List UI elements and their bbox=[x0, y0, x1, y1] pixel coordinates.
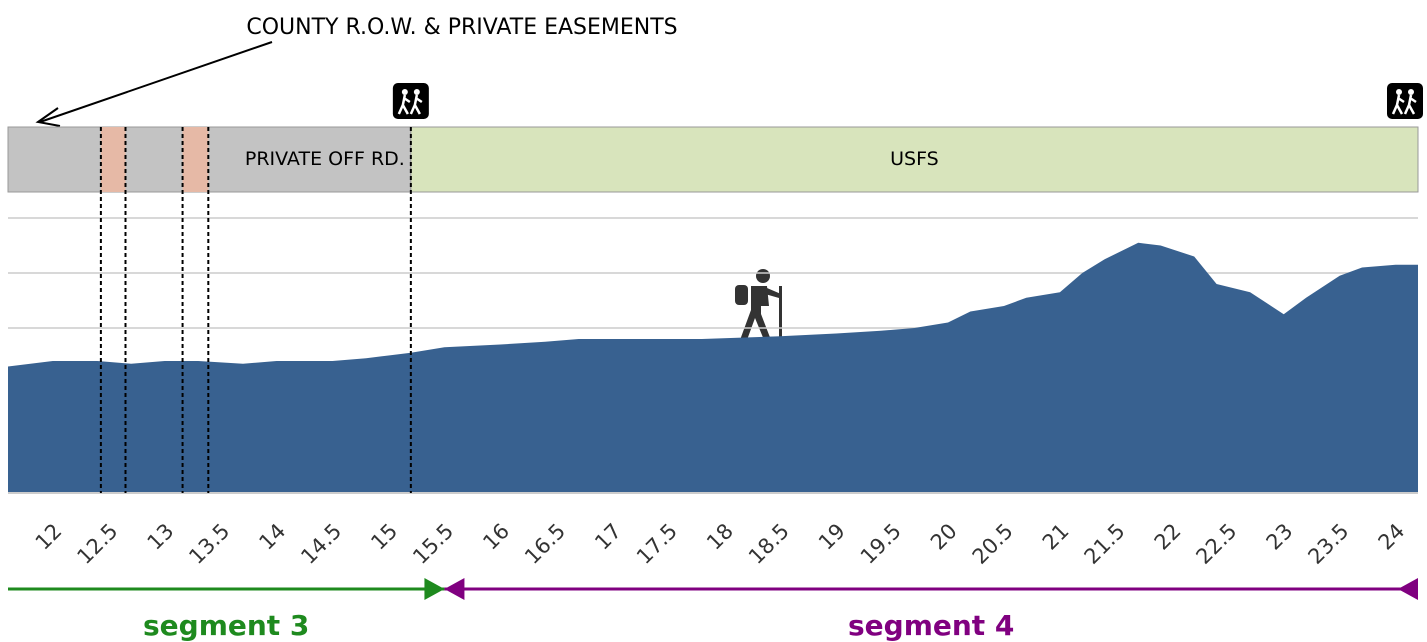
icon-bg bbox=[390, 81, 431, 121]
icon-bg bbox=[1385, 81, 1425, 121]
icon-body bbox=[397, 94, 411, 115]
segment-arrow bbox=[424, 578, 445, 600]
ownership-band bbox=[410, 126, 1419, 193]
x-tick-label: 23.5 bbox=[1303, 519, 1353, 569]
icon-head bbox=[401, 89, 408, 95]
annotation-arrow bbox=[39, 41, 273, 123]
trailhead-icon bbox=[1385, 81, 1425, 121]
x-tick-label: 21 bbox=[1038, 519, 1074, 555]
x-tick-label: 13 bbox=[143, 519, 179, 555]
x-tick-label: 15.5 bbox=[408, 519, 458, 569]
icon-head bbox=[1396, 89, 1402, 95]
segment-label: segment 4 bbox=[848, 609, 1014, 642]
x-tick-label: 14.5 bbox=[296, 519, 346, 569]
x-tick-label: 17.5 bbox=[632, 519, 682, 569]
ownership-band bbox=[182, 127, 209, 192]
segment-label: segment 3 bbox=[143, 609, 309, 642]
x-tick-label: 19 bbox=[814, 519, 850, 555]
trailhead-icon bbox=[390, 81, 431, 121]
x-tick-label: 13.5 bbox=[184, 519, 234, 569]
x-tick-label: 16.5 bbox=[520, 519, 570, 569]
x-tick-label: 20.5 bbox=[968, 519, 1018, 569]
x-tick-label: 17 bbox=[590, 519, 626, 555]
x-tick-label: 12.5 bbox=[72, 519, 122, 569]
annotation-text: COUNTY R.O.W. & PRIVATE EASEMENTS bbox=[246, 15, 677, 40]
x-tick-label: 15 bbox=[366, 519, 402, 555]
hiker-figure bbox=[735, 269, 782, 340]
band-label: USFS bbox=[890, 148, 939, 170]
segment-arrow bbox=[444, 578, 465, 600]
icon-body bbox=[1403, 94, 1417, 115]
x-tick-label: 20 bbox=[926, 519, 962, 555]
icon-body bbox=[1391, 94, 1405, 115]
x-tick-label: 19.5 bbox=[856, 519, 906, 569]
x-tick-label: 18 bbox=[702, 519, 738, 555]
icon-head bbox=[413, 89, 420, 95]
x-tick-label: 23 bbox=[1262, 519, 1298, 555]
ownership-band bbox=[100, 127, 126, 192]
x-tick-label: 14 bbox=[254, 519, 290, 555]
x-tick-label: 18.5 bbox=[744, 519, 794, 569]
x-tick-label: 21.5 bbox=[1080, 519, 1130, 569]
band-label: PRIVATE OFF RD. bbox=[245, 148, 405, 170]
segment-arrow bbox=[1398, 578, 1418, 600]
x-tick-label: 24 bbox=[1374, 519, 1410, 555]
icon-body bbox=[409, 94, 423, 115]
annotation: COUNTY R.O.W. & PRIVATE EASEMENTS bbox=[246, 15, 677, 40]
ownership-band bbox=[7, 126, 412, 193]
x-tick-label: 16 bbox=[478, 519, 514, 555]
x-tick-label: 22.5 bbox=[1192, 519, 1242, 569]
x-tick-label: 22 bbox=[1150, 519, 1186, 555]
icon-head bbox=[1408, 89, 1414, 95]
x-tick-label: 12 bbox=[31, 519, 67, 555]
elevation-area bbox=[8, 242, 1418, 493]
annotation-arrowhead bbox=[35, 107, 61, 127]
